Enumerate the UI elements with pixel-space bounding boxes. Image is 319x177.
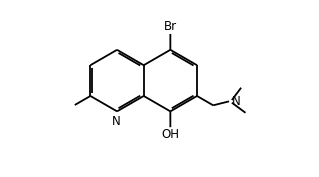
Text: N: N — [112, 115, 120, 128]
Text: Br: Br — [164, 20, 177, 33]
Text: N: N — [232, 95, 241, 108]
Text: OH: OH — [161, 128, 179, 141]
